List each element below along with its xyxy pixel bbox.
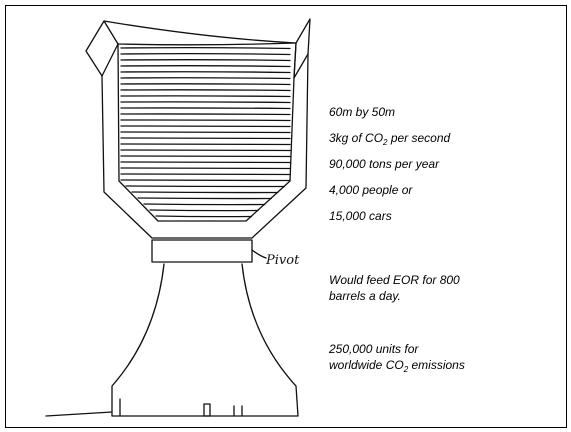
pivot-arrow bbox=[251, 249, 267, 259]
note: 3kg of CO2 per second bbox=[329, 130, 451, 147]
ground bbox=[45, 398, 243, 417]
hatch-line bbox=[120, 119, 291, 122]
hatch-line bbox=[120, 161, 291, 164]
hatch-line bbox=[120, 71, 291, 74]
hatch-line bbox=[120, 155, 291, 158]
note: 4,000 people or bbox=[329, 182, 412, 198]
hatch-line bbox=[120, 179, 291, 182]
note: 60m by 50m bbox=[329, 104, 395, 120]
hatch-line bbox=[120, 95, 291, 98]
note-line: 4,000 people or bbox=[329, 182, 412, 198]
text: 15,000 cars bbox=[329, 209, 392, 223]
pedestal bbox=[111, 263, 299, 417]
wing-left bbox=[85, 20, 119, 77]
text: 3kg of CO bbox=[329, 131, 384, 145]
hatch-line bbox=[120, 113, 291, 116]
note-line: 90,000 tons per year bbox=[329, 156, 439, 172]
text: emissions bbox=[408, 358, 465, 372]
hatching bbox=[120, 46, 291, 218]
hatch-line bbox=[120, 149, 291, 152]
note: 90,000 tons per year bbox=[329, 156, 439, 172]
hatch-line bbox=[120, 101, 291, 104]
hatch-line bbox=[155, 215, 253, 218]
note: Would feed EOR for 800 barrels a day. bbox=[329, 272, 460, 304]
subscript: 2 bbox=[403, 365, 409, 374]
hatch-line bbox=[125, 185, 286, 188]
text: 4,000 people or bbox=[329, 183, 413, 197]
hatch-line bbox=[120, 52, 291, 56]
sketch: Pivot bbox=[45, 18, 311, 417]
text: 90,000 tons per year bbox=[329, 157, 440, 171]
top-edge bbox=[103, 20, 297, 46]
text: barrels a day. bbox=[329, 289, 401, 303]
hatch-line bbox=[120, 65, 291, 68]
note-line: 15,000 cars bbox=[329, 208, 392, 224]
hatch-line bbox=[120, 59, 291, 62]
bucket-outer bbox=[101, 53, 309, 239]
subscript: 2 bbox=[383, 138, 388, 147]
hatch-line bbox=[120, 107, 291, 110]
hatch-line bbox=[120, 137, 291, 140]
note: 250,000 units for worldwide CO2 emissions bbox=[329, 341, 465, 374]
text: Would feed EOR for 800 bbox=[329, 273, 460, 287]
hatch-line bbox=[120, 173, 291, 176]
hatch-line bbox=[120, 167, 291, 170]
hatch-line bbox=[120, 143, 291, 146]
hatch-line bbox=[149, 209, 259, 212]
note-line: worldwide CO2 emissions bbox=[329, 357, 465, 374]
hatch-line bbox=[120, 46, 291, 50]
slide: Pivot 60m by 50m 3kg of CO2 per second 90,… bbox=[5, 5, 567, 428]
hatch-line bbox=[131, 191, 279, 194]
text: 250,000 units for bbox=[329, 342, 419, 356]
note-line: 250,000 units for bbox=[329, 341, 465, 357]
hatch-line bbox=[120, 131, 291, 134]
note-line: barrels a day. bbox=[329, 288, 460, 304]
hatch-line bbox=[143, 203, 266, 206]
note-line: 3kg of CO2 per second bbox=[329, 130, 451, 147]
note: 15,000 cars bbox=[329, 208, 392, 224]
text: worldwide CO bbox=[329, 358, 404, 372]
text: 60m by 50m bbox=[329, 105, 396, 119]
hatch-line bbox=[120, 83, 291, 86]
note-line: Would feed EOR for 800 bbox=[329, 272, 460, 288]
text: per second bbox=[387, 131, 451, 145]
hatch-line bbox=[120, 89, 291, 92]
pivot-label: Pivot bbox=[265, 253, 300, 268]
pivot-box bbox=[151, 239, 253, 263]
hatch-line bbox=[137, 197, 272, 200]
hatch-line bbox=[120, 77, 291, 80]
note-line: 60m by 50m bbox=[329, 104, 395, 120]
bucket-inner bbox=[117, 42, 297, 222]
hatch-line bbox=[120, 125, 291, 128]
